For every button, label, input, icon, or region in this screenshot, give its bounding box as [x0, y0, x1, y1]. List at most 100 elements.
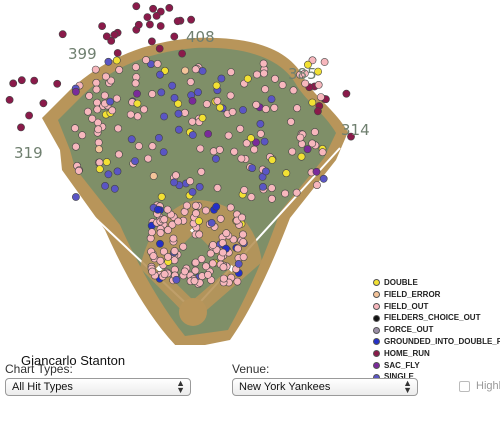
hit-marker	[198, 67, 207, 75]
hit-marker	[308, 139, 317, 148]
hit-marker	[94, 138, 103, 147]
hit-marker	[212, 81, 221, 90]
legend-label: FIELD_ERROR	[384, 289, 441, 299]
chart-types-select[interactable]: All Hit Types ▲ ▼	[5, 378, 191, 396]
venue-select[interactable]: New York Yankees ▲ ▼	[232, 378, 418, 396]
legend-label: FIELDERS_CHOICE_OUT	[384, 313, 481, 323]
hit-marker	[281, 189, 289, 198]
home-plate-area	[179, 298, 207, 326]
hit-marker	[156, 239, 164, 248]
legend-label: GROUNDED_INTO_DOUBLE_PLAY	[384, 336, 500, 346]
hit-marker	[170, 32, 179, 41]
hit-marker	[271, 74, 279, 83]
hit-marker	[93, 105, 102, 114]
hit-marker	[170, 94, 179, 102]
hit-marker	[113, 167, 122, 176]
legend-label: DOUBLE	[384, 278, 418, 287]
hit-marker	[188, 131, 197, 139]
hit-marker	[95, 145, 103, 154]
hit-marker	[282, 169, 291, 178]
hit-marker	[188, 117, 197, 126]
venue-value: New York Yankees	[239, 381, 331, 393]
distance-right: 314	[341, 121, 370, 139]
hit-marker	[206, 249, 215, 258]
hit-marker	[140, 105, 148, 114]
legend-item: DOUBLE	[373, 277, 500, 289]
distance-right-center: 385	[288, 65, 317, 83]
hit-marker	[268, 155, 277, 164]
legend-swatch-icon	[373, 350, 380, 358]
chart-types-label: Chart Types:	[5, 362, 73, 376]
hit-marker	[168, 81, 177, 90]
hit-marker	[186, 78, 195, 86]
hit-marker	[261, 85, 269, 94]
hit-marker	[204, 129, 212, 138]
hit-marker	[95, 165, 104, 173]
hit-marker	[163, 205, 172, 214]
hit-marker	[310, 128, 319, 136]
hit-marker	[143, 13, 152, 21]
hit-marker	[218, 248, 227, 257]
hit-marker	[156, 228, 165, 237]
hit-marker	[9, 79, 18, 88]
hit-marker	[106, 97, 114, 106]
hit-marker	[134, 142, 143, 150]
hit-marker	[153, 205, 162, 214]
hit-marker	[212, 202, 221, 211]
hit-marker	[261, 105, 270, 113]
legend-item: GROUNDED_INTO_DOUBLE_PLAY	[373, 336, 500, 348]
hit-marker	[243, 74, 252, 83]
hit-marker	[303, 145, 312, 154]
hit-marker	[131, 157, 139, 165]
hit-marker	[239, 253, 248, 261]
hit-marker	[250, 145, 259, 154]
hit-marker	[201, 206, 210, 215]
hit-marker	[155, 44, 164, 53]
legend-label: FIELD_OUT	[384, 301, 429, 311]
legend-swatch-icon	[373, 326, 380, 334]
hit-marker	[209, 241, 217, 249]
hit-marker	[144, 154, 152, 163]
hit-marker	[179, 242, 188, 251]
hit-marker	[239, 230, 247, 239]
hit-marker	[197, 255, 206, 263]
hit-marker	[252, 100, 261, 109]
hit-marker	[256, 129, 265, 138]
hit-marker	[168, 220, 177, 229]
hit-marker	[318, 148, 327, 157]
hit-marker	[58, 30, 67, 39]
legend-item: FIELDERS_CHOICE_OUT	[373, 312, 500, 324]
hit-marker	[169, 234, 178, 243]
highlight-checkbox[interactable]	[459, 380, 470, 392]
hit-marker	[316, 93, 325, 101]
hit-marker	[134, 20, 143, 29]
hit-marker	[113, 94, 121, 103]
hit-marker	[53, 79, 62, 88]
hit-marker	[252, 138, 260, 147]
hit-marker	[197, 167, 206, 176]
hit-marker	[131, 63, 140, 71]
hit-marker	[174, 217, 182, 226]
legend-label: SINGLE	[384, 372, 414, 382]
hit-marker	[292, 188, 301, 197]
hit-marker	[202, 262, 210, 271]
hit-marker	[72, 193, 80, 201]
hit-marker	[236, 124, 245, 133]
hit-marker	[172, 275, 181, 284]
hit-marker	[253, 70, 261, 79]
hit-marker	[248, 164, 256, 172]
hit-marker	[297, 152, 306, 161]
highlight-toggle[interactable]: Highli	[459, 380, 500, 392]
hit-marker	[114, 124, 122, 133]
hit-marker	[319, 174, 328, 183]
hit-marker	[88, 114, 97, 123]
hit-marker	[147, 37, 156, 46]
hit-marker	[174, 99, 182, 108]
hit-marker	[182, 201, 191, 210]
hit-marker	[237, 154, 246, 163]
spray-chart-field	[5, 2, 355, 345]
legend-swatch-icon	[373, 279, 380, 287]
hit-marker	[320, 58, 329, 66]
hit-marker	[154, 133, 163, 142]
hit-marker	[347, 132, 355, 141]
